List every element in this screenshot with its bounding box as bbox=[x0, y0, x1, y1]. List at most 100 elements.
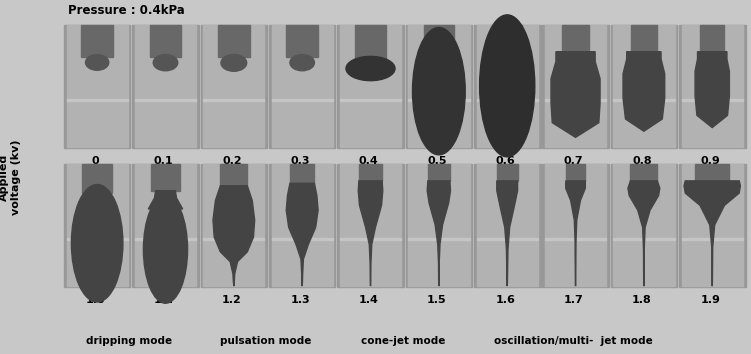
Bar bbox=[340, 164, 401, 286]
Text: cone-jet mode: cone-jet mode bbox=[360, 336, 445, 346]
Bar bbox=[132, 164, 199, 287]
Ellipse shape bbox=[153, 55, 178, 71]
Text: 0.5: 0.5 bbox=[427, 156, 447, 166]
Bar bbox=[682, 164, 743, 286]
Bar bbox=[132, 25, 199, 148]
Bar bbox=[611, 25, 677, 148]
Text: 0.9: 0.9 bbox=[701, 156, 720, 166]
Text: 1.1: 1.1 bbox=[154, 295, 173, 304]
Bar bbox=[614, 25, 674, 147]
Text: 0.2: 0.2 bbox=[222, 156, 242, 166]
Bar bbox=[679, 25, 746, 148]
Bar bbox=[406, 164, 472, 287]
Bar bbox=[496, 164, 517, 181]
Bar bbox=[562, 25, 589, 52]
Bar bbox=[67, 25, 128, 147]
Bar bbox=[695, 164, 729, 181]
Bar bbox=[428, 164, 450, 181]
Text: 1.3: 1.3 bbox=[291, 295, 310, 304]
Bar bbox=[340, 238, 401, 240]
Bar bbox=[682, 25, 743, 147]
Bar bbox=[614, 238, 674, 240]
Polygon shape bbox=[358, 181, 383, 286]
Bar bbox=[272, 164, 333, 286]
Text: pulsation mode: pulsation mode bbox=[221, 336, 312, 346]
Bar bbox=[614, 164, 674, 286]
Polygon shape bbox=[628, 181, 660, 286]
Text: 0.3: 0.3 bbox=[291, 156, 310, 166]
Ellipse shape bbox=[221, 55, 247, 71]
Text: Pressure : 0.4kPa: Pressure : 0.4kPa bbox=[68, 4, 184, 17]
Bar bbox=[286, 25, 318, 57]
Ellipse shape bbox=[412, 28, 465, 155]
Bar bbox=[700, 25, 724, 52]
Polygon shape bbox=[79, 193, 116, 203]
Polygon shape bbox=[695, 52, 729, 127]
Bar bbox=[545, 164, 606, 286]
Bar bbox=[424, 25, 454, 52]
Text: 0: 0 bbox=[92, 156, 99, 166]
Bar bbox=[220, 164, 247, 186]
Bar bbox=[679, 164, 746, 287]
Bar bbox=[474, 25, 541, 148]
Polygon shape bbox=[149, 191, 182, 209]
Bar bbox=[477, 238, 538, 240]
Ellipse shape bbox=[71, 184, 123, 302]
Bar bbox=[81, 25, 113, 57]
Bar bbox=[152, 164, 179, 191]
Text: 0.1: 0.1 bbox=[154, 156, 173, 166]
Bar bbox=[545, 238, 606, 240]
Ellipse shape bbox=[143, 195, 188, 303]
Bar bbox=[272, 238, 333, 240]
Bar bbox=[135, 99, 196, 101]
Bar bbox=[493, 25, 522, 47]
Bar bbox=[340, 99, 401, 101]
Bar bbox=[682, 238, 743, 240]
Text: dripping mode: dripping mode bbox=[86, 336, 173, 346]
Ellipse shape bbox=[346, 56, 395, 81]
Text: 1.2: 1.2 bbox=[222, 295, 242, 304]
Bar bbox=[204, 238, 264, 240]
Bar bbox=[337, 164, 404, 287]
Bar bbox=[630, 164, 657, 181]
Bar bbox=[477, 99, 538, 101]
Text: 0.6: 0.6 bbox=[496, 156, 515, 166]
Bar bbox=[611, 164, 677, 287]
Bar bbox=[359, 164, 382, 181]
Polygon shape bbox=[427, 181, 451, 286]
Bar bbox=[149, 25, 182, 57]
Bar bbox=[201, 164, 267, 287]
Bar bbox=[542, 164, 609, 287]
Bar bbox=[474, 164, 541, 287]
Text: 1.8: 1.8 bbox=[632, 295, 652, 304]
Bar bbox=[201, 25, 267, 148]
Polygon shape bbox=[213, 186, 255, 286]
Text: Applied
voltage (kv): Applied voltage (kv) bbox=[0, 139, 20, 215]
Bar bbox=[135, 164, 196, 286]
Bar bbox=[64, 164, 131, 287]
Bar bbox=[269, 164, 336, 287]
Polygon shape bbox=[286, 183, 318, 286]
Text: 1.5: 1.5 bbox=[427, 295, 447, 304]
Ellipse shape bbox=[480, 15, 535, 157]
Bar bbox=[272, 99, 333, 101]
Bar bbox=[135, 238, 196, 240]
Polygon shape bbox=[566, 181, 585, 286]
Bar bbox=[477, 164, 538, 286]
Bar bbox=[135, 25, 196, 147]
Bar bbox=[340, 25, 401, 147]
Bar bbox=[409, 238, 469, 240]
Bar bbox=[409, 25, 469, 147]
Bar bbox=[67, 164, 128, 286]
Bar bbox=[67, 238, 128, 240]
Ellipse shape bbox=[290, 55, 315, 71]
Ellipse shape bbox=[86, 55, 109, 70]
Text: 1.0: 1.0 bbox=[86, 295, 105, 304]
Bar bbox=[82, 164, 113, 193]
Bar bbox=[566, 164, 585, 181]
Bar bbox=[204, 99, 264, 101]
Bar bbox=[409, 164, 469, 286]
Bar bbox=[67, 99, 128, 101]
Text: 0.4: 0.4 bbox=[359, 156, 379, 166]
Bar bbox=[542, 25, 609, 148]
